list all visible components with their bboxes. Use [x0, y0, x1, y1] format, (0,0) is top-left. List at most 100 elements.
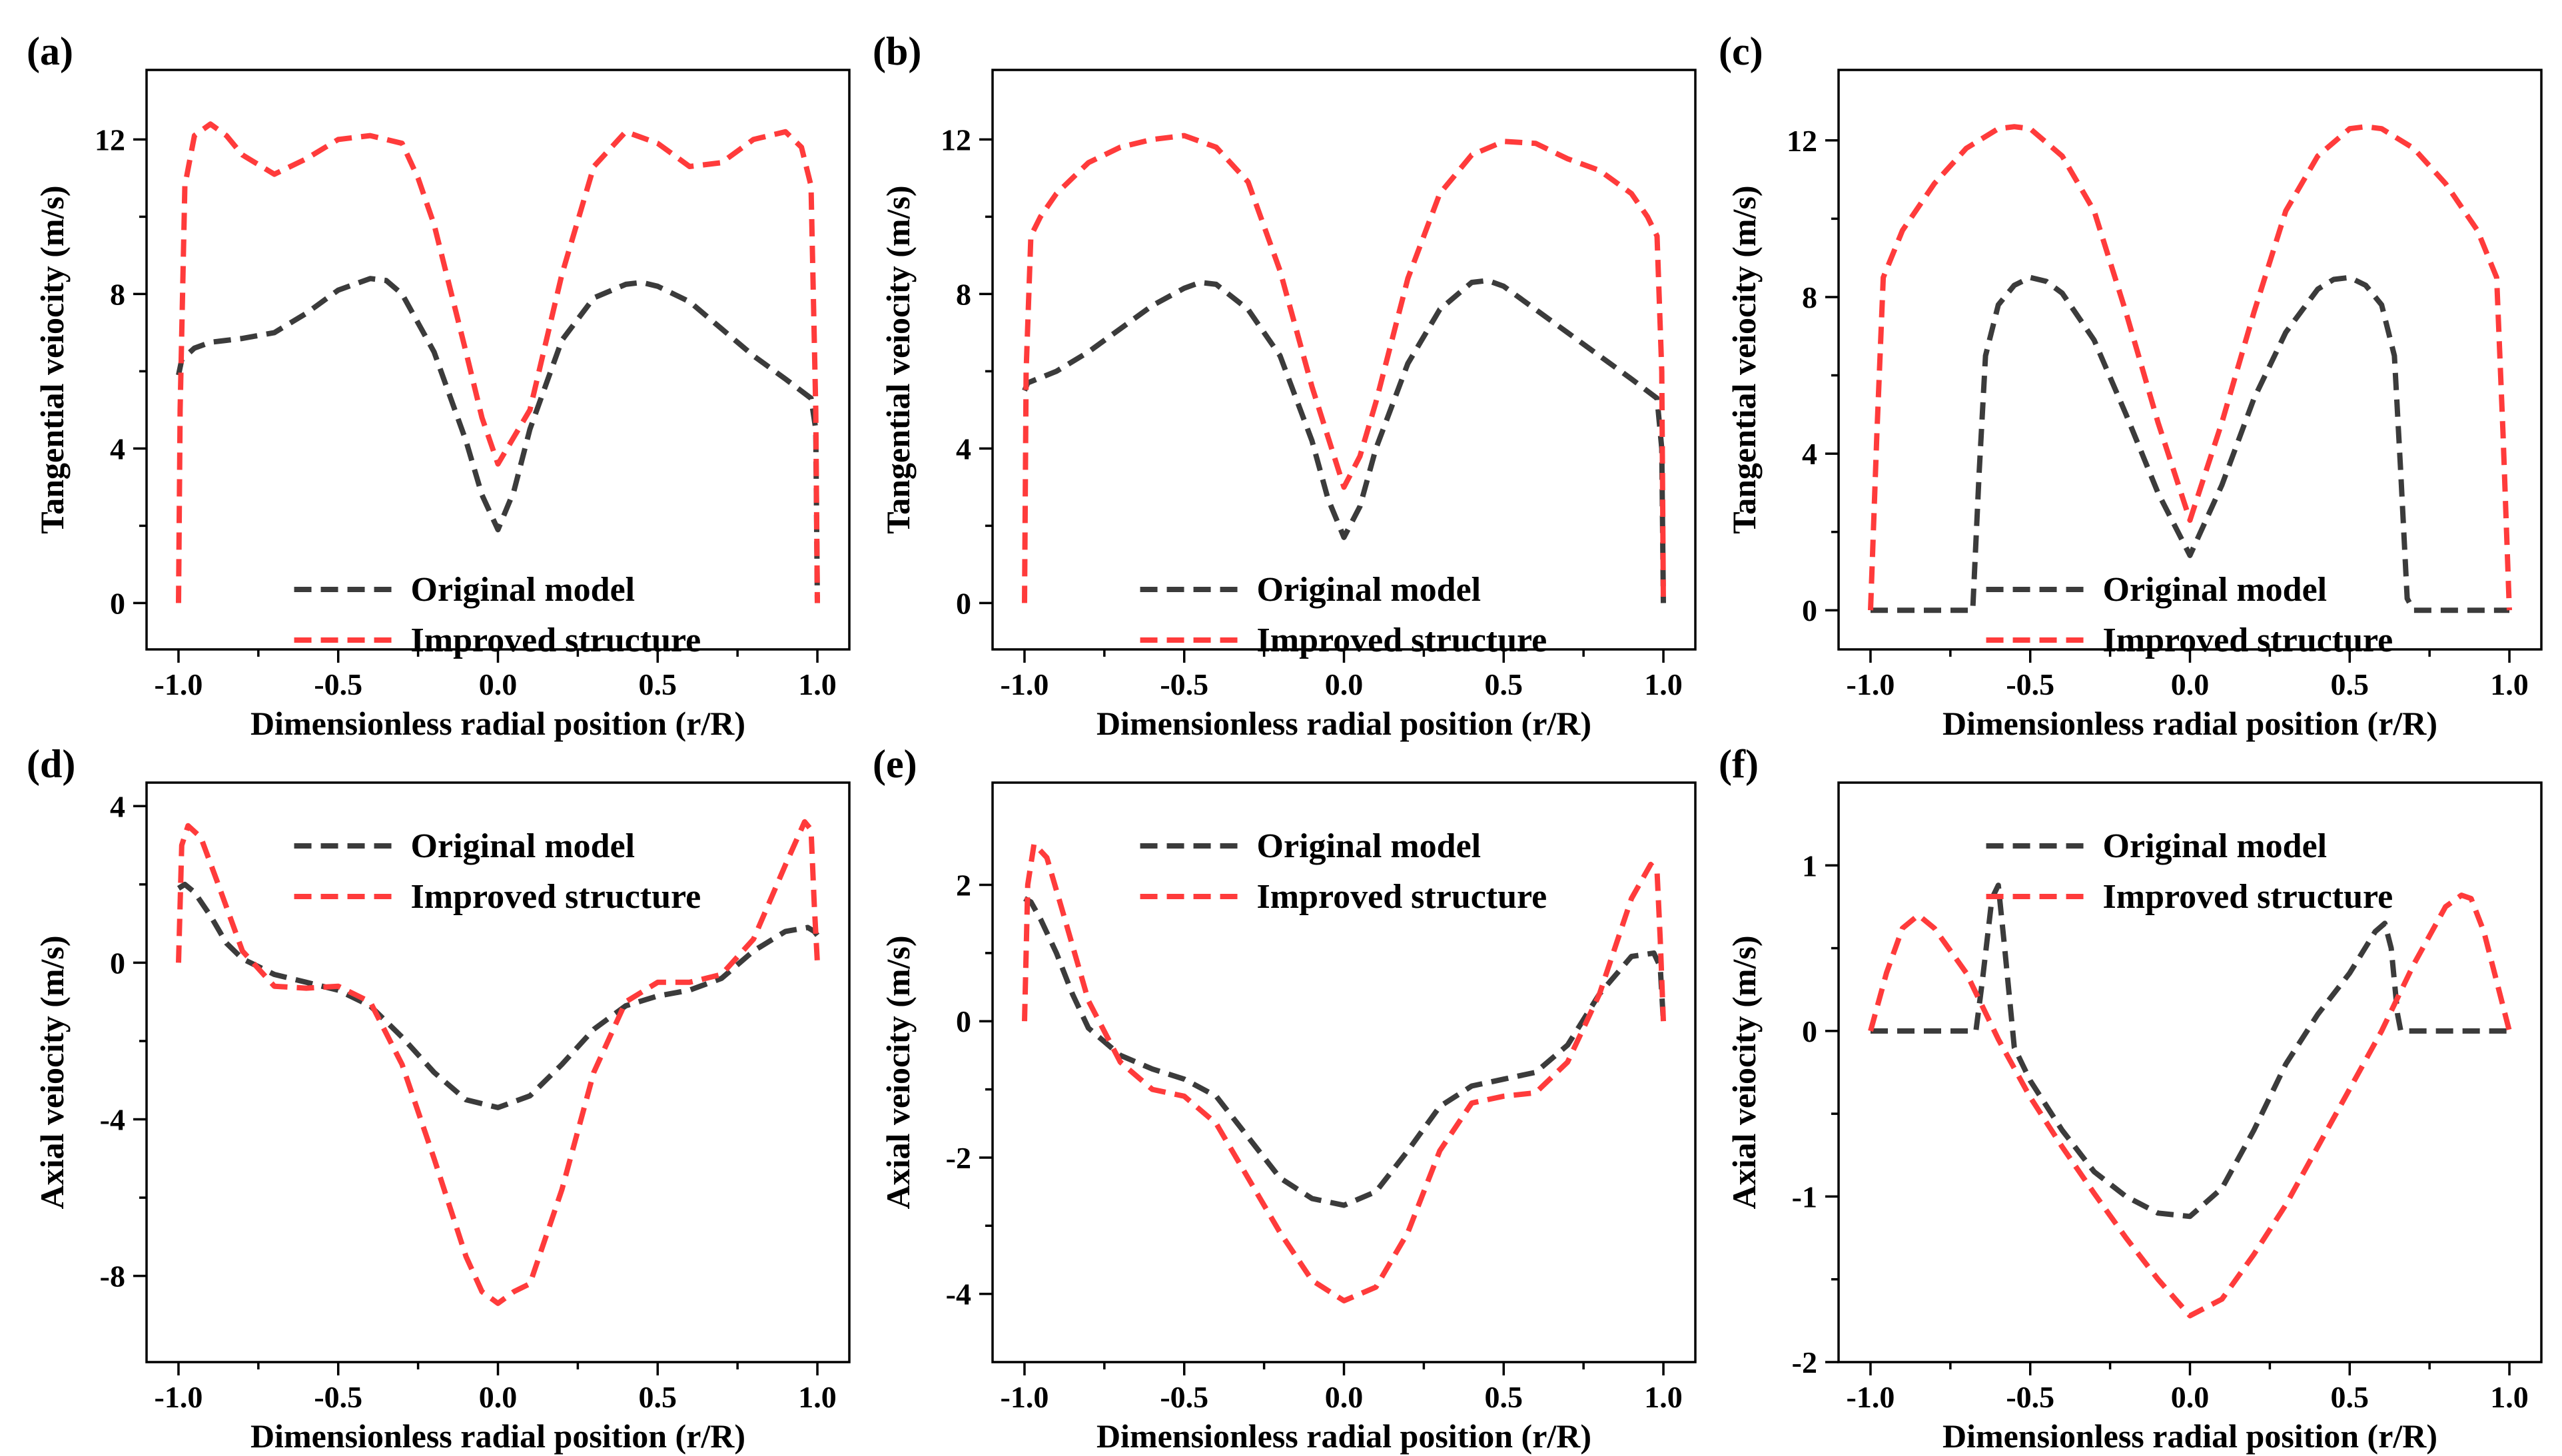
panel-label: (d)	[27, 742, 75, 786]
series-line-improved-structure	[176, 819, 820, 1306]
x-tick-label: -1.0	[1847, 667, 1895, 701]
legend-label: Original model	[411, 827, 636, 865]
legend-label: Improved structure	[1257, 621, 1547, 659]
y-axis-title: Axial veiocity (m/s)	[1725, 935, 1763, 1209]
panel-label: (a)	[27, 29, 73, 73]
series-line-original-model	[1022, 278, 1666, 603]
legend-label: Original model	[1257, 571, 1482, 609]
series-line-original-model	[177, 881, 820, 1110]
panel-label: (f)	[1719, 742, 1759, 786]
x-tick-label: -1.0	[1847, 1380, 1895, 1414]
x-axis-title: Dimensionless radial position (r/R)	[250, 1417, 745, 1455]
chart-panel-f: -1.0 -0.5 0.0 0.5 1.0 -2 -1 0 1 Dimensionless rad…	[1719, 742, 2543, 1455]
y-tick-label: 4	[110, 789, 125, 823]
series-line-original-model	[1871, 883, 2509, 1220]
y-tick-label: -4	[946, 1277, 971, 1311]
x-tick-label: 0.0	[1325, 1380, 1364, 1414]
y-tick-label: 8	[110, 277, 125, 311]
legend-label: Original model	[411, 571, 636, 609]
x-tick-label: -1.0	[155, 1380, 203, 1414]
x-tick-label: -0.5	[1160, 667, 1208, 701]
x-tick-label: 1.0	[2490, 1380, 2529, 1414]
y-tick-label: 8	[1802, 280, 1817, 314]
x-tick-label: 0.5	[639, 667, 677, 701]
series-line-improved-structure	[176, 121, 820, 603]
chart-panel-e: -1.0 -0.5 0.0 0.5 1.0 -4 -2 0 2 Dimensionless rad…	[873, 742, 1697, 1455]
x-tick-label: 1.0	[1644, 667, 1683, 701]
y-tick-label: 12	[1787, 124, 1817, 158]
chart-panel-c: -1.0 -0.5 0.0 0.5 1.0 0 4 8 12 Dimensionless radi…	[1719, 29, 2543, 742]
x-tick-label: -0.5	[314, 1380, 362, 1414]
y-tick-label: 0	[1802, 1014, 1817, 1048]
legend-label: Improved structure	[411, 621, 701, 659]
legend-label: Original model	[2103, 827, 2328, 865]
y-tick-label: -1	[1792, 1180, 1817, 1214]
x-tick-label: 0.5	[2331, 667, 2369, 701]
y-tick-label: 0	[956, 586, 971, 620]
y-tick-label: 0	[1802, 593, 1817, 627]
x-tick-label: 1.0	[1644, 1380, 1683, 1414]
y-tick-label: 8	[956, 277, 971, 311]
y-tick-label: 0	[110, 586, 125, 620]
legend-label: Improved structure	[411, 878, 701, 916]
series-line-improved-structure	[1868, 893, 2512, 1319]
x-tick-label: 0.5	[1485, 1380, 1523, 1414]
legend-label: Improved structure	[2103, 621, 2393, 659]
chart-panel-a: -1.0 -0.5 0.0 0.5 1.0 0 4 8 12 Dimensionless radi…	[27, 29, 851, 742]
y-tick-label: 4	[956, 432, 971, 466]
y-axis-title: Tangential veiocity (m/s)	[879, 185, 917, 534]
y-tick-label: 12	[941, 123, 971, 157]
legend-label: Improved structure	[2103, 878, 2393, 916]
x-axis-title: Dimensionless radial position (r/R)	[1096, 705, 1591, 742]
x-axis-title: Dimensionless radial position (r/R)	[1942, 1417, 2437, 1455]
x-tick-label: 0.0	[479, 1380, 518, 1414]
y-tick-label: 0	[956, 1004, 971, 1038]
y-tick-label: 4	[110, 432, 125, 466]
legend-label: Improved structure	[1257, 878, 1547, 916]
x-tick-label: 0.0	[2171, 667, 2210, 701]
y-tick-label: -4	[100, 1103, 125, 1137]
y-tick-label: 0	[110, 946, 125, 980]
x-tick-label: 0.0	[479, 667, 518, 701]
legend-label: Original model	[1257, 827, 1482, 865]
panel-label: (c)	[1719, 29, 1763, 73]
x-tick-label: -0.5	[2006, 667, 2054, 701]
series-line-original-model	[1023, 896, 1666, 1208]
x-tick-label: 1.0	[798, 1380, 837, 1414]
x-tick-label: -0.5	[2006, 1380, 2054, 1414]
x-tick-label: -1.0	[1001, 1380, 1049, 1414]
x-tick-label: -0.5	[314, 667, 362, 701]
series-line-original-model	[176, 276, 820, 603]
y-tick-label: 12	[95, 123, 125, 157]
x-tick-label: 0.0	[1325, 667, 1364, 701]
chart-panel-d: -1.0 -0.5 0.0 0.5 1.0 -8 -4 0 4 Dimensionless rad…	[27, 742, 851, 1455]
x-axis-title: Dimensionless radial position (r/R)	[250, 705, 745, 742]
y-axis-title: Axial veiocity (m/s)	[33, 935, 71, 1209]
x-tick-label: 1.0	[798, 667, 837, 701]
legend-label: Original model	[2103, 571, 2328, 609]
series-line-improved-structure	[1868, 124, 2512, 611]
x-axis-title: Dimensionless radial position (r/R)	[1942, 705, 2437, 742]
x-tick-label: 1.0	[2490, 667, 2529, 701]
x-tick-label: 0.5	[1485, 667, 1523, 701]
series-line-improved-structure	[1022, 841, 1666, 1303]
chart-panel-b: -1.0 -0.5 0.0 0.5 1.0 0 4 8 12 Dimensionless radi…	[873, 29, 1697, 742]
series-line-improved-structure	[1022, 133, 1666, 603]
x-tick-label: -1.0	[1001, 667, 1049, 701]
x-tick-label: 0.5	[639, 1380, 677, 1414]
y-tick-label: -2	[946, 1141, 971, 1175]
x-tick-label: -0.5	[1160, 1380, 1208, 1414]
y-tick-label: -2	[1792, 1345, 1817, 1379]
panel-label: (b)	[873, 29, 921, 73]
panel-label: (e)	[873, 742, 917, 786]
y-axis-title: Tangential veiocity (m/s)	[33, 185, 71, 534]
x-tick-label: 0.0	[2171, 1380, 2210, 1414]
y-tick-label: -8	[100, 1260, 125, 1293]
x-tick-label: 0.5	[2331, 1380, 2369, 1414]
x-tick-label: -1.0	[155, 667, 203, 701]
series-line-original-model	[1871, 274, 2509, 613]
y-axis-title: Axial veiocity (m/s)	[879, 935, 917, 1209]
y-tick-label: 2	[956, 869, 971, 903]
